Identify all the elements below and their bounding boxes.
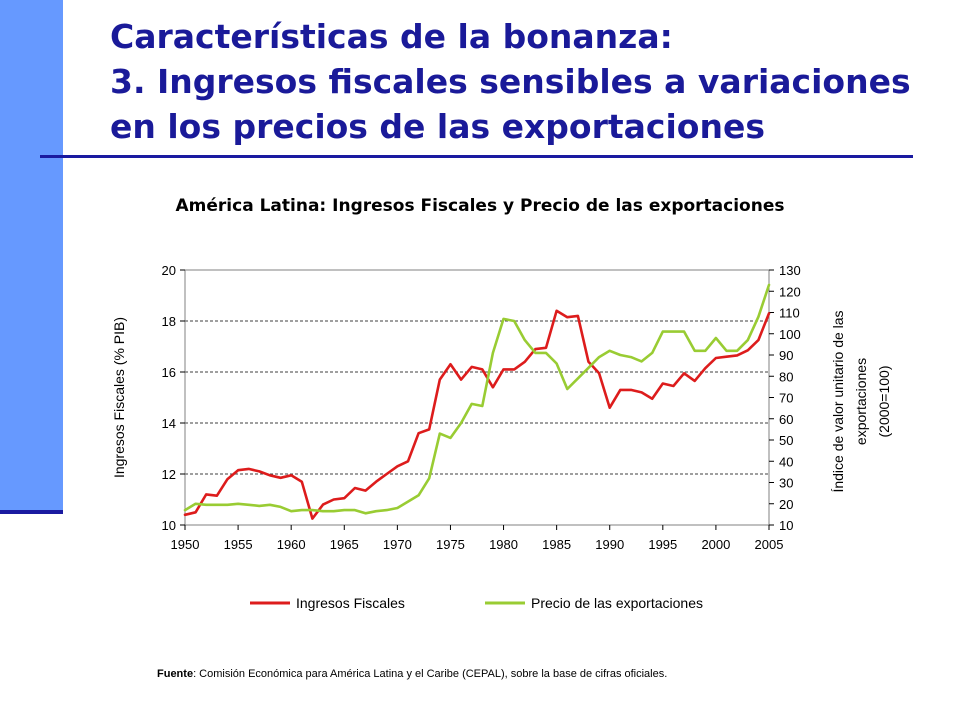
slide-title-line-1: Características de la bonanza:	[110, 17, 673, 56]
y2-tick-label: 90	[779, 348, 793, 363]
y2-tick-label: 40	[779, 454, 793, 469]
legend-label: Precio de las exportaciones	[531, 595, 703, 611]
series-line-ingresos-fiscales	[183, 309, 771, 520]
slide-title: Características de la bonanza: 3. Ingres…	[110, 14, 930, 149]
y2-tick-label: 110	[779, 306, 800, 321]
x-tick-label: 1990	[595, 537, 624, 552]
slide-title-line-2: 3. Ingresos fiscales sensibles a variaci…	[110, 62, 911, 101]
y2-tick-label: 100	[779, 327, 801, 342]
y-tick-label: 14	[162, 416, 176, 431]
series-line-precio-exportaciones	[183, 283, 771, 515]
y2-axis-label-line: exportaciones	[853, 358, 869, 445]
y-tick-label: 16	[162, 365, 176, 380]
y2-tick-label: 30	[779, 476, 793, 491]
y-axis-label: Ingresos Fiscales (% PIB)	[111, 317, 127, 478]
y2-axis-label-line: (2000=100)	[876, 365, 892, 437]
y2-tick-label: 20	[779, 497, 793, 512]
y-tick-label: 18	[162, 314, 176, 329]
title-underline	[40, 155, 913, 158]
x-tick-label: 1970	[383, 537, 412, 552]
source-text: : Comisión Económica para América Latina…	[193, 668, 668, 680]
sidebar-accent-bar	[0, 0, 63, 512]
x-tick-label: 1995	[648, 537, 677, 552]
y2-tick-label: 130	[779, 263, 801, 278]
y2-tick-label: 10	[779, 518, 793, 533]
y-tick-label: 12	[162, 467, 176, 482]
legend-label: Ingresos Fiscales	[296, 595, 405, 611]
y2-axis-label-line: Índice de valor unitario de las	[830, 310, 846, 492]
x-tick-label: 1950	[171, 537, 200, 552]
sidebar-accent-underline	[0, 510, 63, 514]
chart-title: América Latina: Ingresos Fiscales y Prec…	[175, 196, 785, 216]
plot-area-border	[184, 269, 770, 526]
y2-tick-label: 60	[779, 412, 793, 427]
x-tick-label: 1955	[224, 537, 253, 552]
y-tick-label: 20	[162, 263, 176, 278]
x-tick-label: 2005	[755, 537, 784, 552]
x-tick-label: 2000	[701, 537, 730, 552]
y2-tick-label: 50	[779, 433, 793, 448]
x-tick-label: 1980	[489, 537, 518, 552]
x-tick-label: 1965	[330, 537, 359, 552]
y-tick-label: 10	[162, 518, 176, 533]
source-label: Fuente	[157, 668, 194, 680]
source-note: Fuente: Comisión Económica para América …	[157, 668, 667, 680]
slide-title-line-3: en los precios de las exportaciones	[110, 107, 765, 146]
x-tick-label: 1960	[277, 537, 306, 552]
y2-tick-label: 80	[779, 369, 793, 384]
x-tick-label: 1975	[436, 537, 465, 552]
x-tick-label: 1985	[542, 537, 571, 552]
y2-tick-label: 120	[779, 284, 801, 299]
y2-tick-label: 70	[779, 391, 793, 406]
